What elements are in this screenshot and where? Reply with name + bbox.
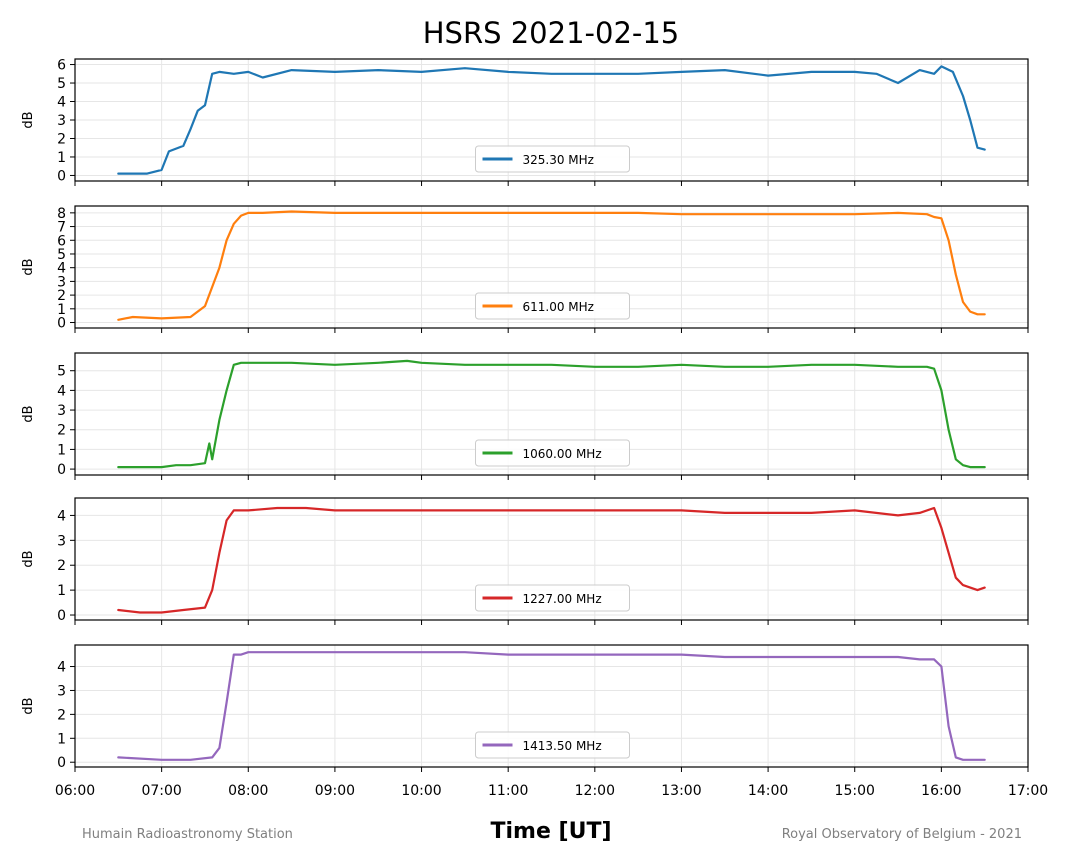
legend-label: 611.00 MHz	[523, 300, 594, 314]
series-line-2	[117, 210, 986, 321]
panel-3: 0 1 2 3 4 5 dB 1060.00 MHz	[21, 352, 1029, 480]
legend-box	[475, 292, 630, 320]
x-axis-label: Time [UT]	[490, 819, 611, 844]
panel-1: 0 1 2 3 4 5 6 dB 325.30 MHz	[21, 58, 1029, 186]
y-axis-label: dB	[21, 258, 36, 275]
x-tick-label: 10:00	[401, 783, 441, 799]
y-tick-label: 2	[57, 131, 66, 147]
legend-label: 1413.50 MHz	[523, 739, 602, 753]
legend: 325.30 MHz	[475, 145, 630, 173]
y-tick-label: 4	[57, 261, 66, 277]
x-tick-label: 06:00	[55, 783, 95, 799]
y-tick-label: 0	[57, 168, 66, 184]
series-line-5	[117, 651, 986, 761]
axes-frame	[74, 352, 1029, 476]
axes-frame	[74, 497, 1029, 621]
y-tick-label: 8	[57, 206, 66, 222]
y-tick-label: 3	[57, 403, 66, 419]
y-tick-label: 2	[57, 707, 66, 723]
legend-box	[475, 439, 630, 467]
credit-left: Humain Radioastronomy Station	[82, 827, 293, 842]
y-tick-label: 4	[57, 508, 66, 524]
series-line-3	[117, 359, 986, 469]
x-tick-label: 17:00	[1008, 783, 1048, 799]
y-axis-label: dB	[21, 697, 36, 714]
y-axis-label: dB	[21, 550, 36, 567]
y-tick-label: 2	[57, 558, 66, 574]
y-tick-label: 1	[57, 150, 66, 166]
y-tick-label: 6	[57, 58, 66, 74]
y-tick-label: 3	[57, 113, 66, 129]
x-tick-label: 13:00	[661, 783, 701, 799]
y-tick-label: 1	[57, 442, 66, 458]
y-tick-label: 0	[57, 316, 66, 332]
legend-label: 1060.00 MHz	[523, 447, 602, 461]
legend-box	[475, 145, 630, 173]
y-tick-label: 6	[57, 233, 66, 249]
y-tick-label: 2	[57, 423, 66, 439]
axes-frame	[74, 205, 1029, 329]
x-tick-label: 12:00	[575, 783, 615, 799]
x-tick-label: 07:00	[141, 783, 181, 799]
y-tick-label: 3	[57, 533, 66, 549]
y-tick-label: 4	[57, 95, 66, 111]
x-tick-label: 08:00	[228, 783, 268, 799]
y-tick-label: 1	[57, 302, 66, 318]
series-line-1	[117, 65, 986, 175]
y-tick-label: 5	[57, 364, 66, 380]
x-tick-label: 14:00	[748, 783, 788, 799]
y-tick-label: 0	[57, 608, 66, 624]
y-tick-label: 3	[57, 683, 66, 699]
x-tick-label: 16:00	[921, 783, 961, 799]
y-tick-label: 3	[57, 274, 66, 290]
y-tick-label: 1	[57, 583, 66, 599]
panel-5: 0 1 2 3 4 06:00 07:00 08:00 09:00 10:00 11:00 12:00…	[21, 644, 1048, 799]
axes-frame	[74, 644, 1029, 768]
y-tick-label: 1	[57, 731, 66, 747]
x-tick-label: 11:00	[488, 783, 528, 799]
y-tick-label: 0	[57, 462, 66, 478]
legend: 1227.00 MHz	[475, 584, 630, 612]
legend-label: 1227.00 MHz	[523, 592, 602, 606]
x-tick-label: 15:00	[835, 783, 875, 799]
y-tick-label: 4	[57, 383, 66, 399]
legend: 1413.50 MHz	[475, 731, 630, 759]
y-tick-label: 5	[57, 247, 66, 263]
chart-title: HSRS 2021-02-15	[423, 16, 680, 50]
y-tick-label: 2	[57, 288, 66, 304]
y-axis-label: dB	[21, 405, 36, 422]
credit-right: Royal Observatory of Belgium - 2021	[782, 827, 1022, 842]
legend-box	[475, 584, 630, 612]
x-tick-label: 09:00	[315, 783, 355, 799]
panel-4: 0 1 2 3 4 dB 1227.00 MHz	[21, 497, 1029, 625]
series-line-4	[117, 506, 986, 614]
legend-box	[475, 731, 630, 759]
legend-label: 325.30 MHz	[523, 153, 594, 167]
y-tick-label: 5	[57, 76, 66, 92]
y-tick-label: 0	[57, 755, 66, 771]
y-tick-label: 7	[57, 220, 66, 236]
y-tick-label: 4	[57, 660, 66, 676]
y-axis-label: dB	[21, 111, 36, 128]
legend: 611.00 MHz	[475, 292, 630, 320]
legend: 1060.00 MHz	[475, 439, 630, 467]
